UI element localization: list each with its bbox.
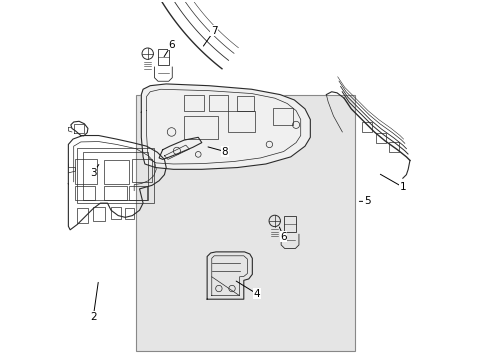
Text: 1: 1 [399, 182, 406, 192]
Text: 5: 5 [363, 196, 370, 206]
Bar [136, 95, 354, 351]
Bar [272, 108, 292, 125]
Bar [93, 207, 104, 221]
Text: 6: 6 [168, 40, 175, 50]
Bar [77, 208, 88, 223]
Bar [104, 161, 129, 184]
Bar [208, 95, 228, 111]
Bar [228, 111, 255, 132]
Bar [132, 159, 152, 182]
Text: 7: 7 [210, 26, 217, 36]
Bar [183, 95, 203, 111]
Bar [129, 186, 146, 199]
Bar [111, 207, 121, 219]
Text: 2: 2 [90, 312, 97, 322]
Bar [75, 159, 97, 184]
Bar [375, 133, 386, 143]
Polygon shape [141, 84, 310, 169]
Bar [361, 122, 371, 132]
Text: 6: 6 [280, 232, 286, 242]
Bar [104, 186, 127, 199]
Bar [125, 208, 134, 219]
Bar [284, 216, 295, 233]
Text: 3: 3 [90, 168, 97, 178]
Bar [157, 49, 169, 65]
Text: 8: 8 [221, 147, 228, 157]
Bar [388, 142, 398, 152]
Bar [237, 96, 254, 111]
Bar [183, 116, 217, 139]
Text: 4: 4 [253, 289, 260, 299]
Bar [75, 186, 95, 199]
Bar [77, 148, 153, 203]
Bar [82, 152, 148, 199]
